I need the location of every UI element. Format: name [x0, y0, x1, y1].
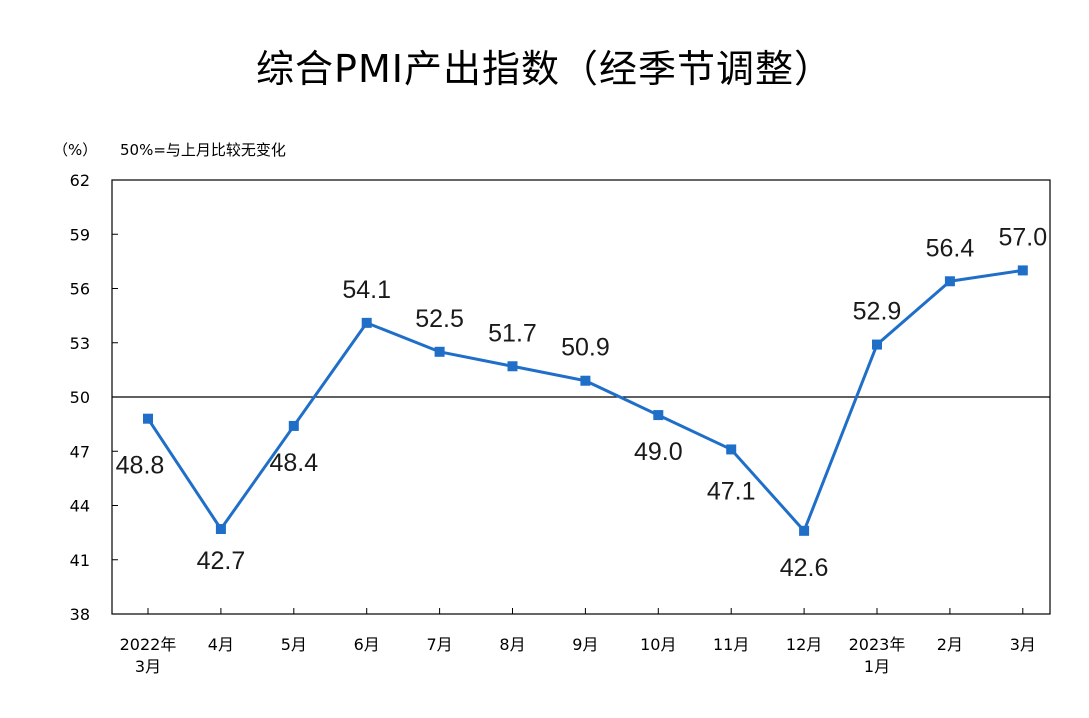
data-point [653, 410, 664, 421]
data-point [434, 346, 445, 357]
series-layer [143, 265, 1028, 536]
data-label: 54.1 [342, 276, 391, 304]
data-point [944, 276, 955, 287]
x-tick-label: 3月 [135, 657, 161, 676]
x-tick-label: 12月 [786, 635, 822, 654]
y-tick-label: 62 [70, 171, 90, 190]
data-label: 57.0 [998, 223, 1047, 251]
y-tick-label: 50 [70, 388, 90, 407]
x-tick-label: 1月 [864, 657, 890, 676]
data-point [361, 317, 372, 328]
y-tick-label: 47 [70, 442, 90, 461]
data-label: 52.9 [853, 298, 902, 326]
y-tick-label: 53 [70, 334, 90, 353]
data-label: 49.0 [634, 438, 683, 466]
x-tick-label: 5月 [281, 635, 307, 654]
y-tick-label: 44 [70, 497, 90, 516]
x-tick-label: 2023年 [849, 635, 906, 654]
x-tick-label: 2月 [937, 635, 963, 654]
data-point [143, 413, 153, 424]
data-label: 51.7 [488, 319, 537, 347]
data-label: 52.5 [415, 305, 464, 333]
chart-title: 综合PMI产出指数（经季节调整） [256, 47, 833, 91]
data-point [1017, 265, 1028, 276]
axis-layer: 38 41 44 47 50 53 56 59 62 2022年 3月 4月 5月 6月 7月 8月 9月 10月… [53, 141, 1051, 676]
reference-note-label: 50%=与上月比较无变化 [120, 141, 286, 159]
data-label: 48.8 [116, 452, 165, 480]
data-label: 42.6 [780, 554, 829, 582]
data-label: 56.4 [926, 234, 975, 262]
y-axis-unit-label: （%） [53, 141, 97, 159]
x-tick-label: 2022年 [120, 635, 177, 654]
data-point [580, 375, 591, 386]
x-tick-label: 4月 [208, 635, 234, 654]
x-tick-label: 6月 [354, 635, 380, 654]
data-point [726, 444, 737, 455]
y-tick-label: 59 [70, 225, 90, 244]
data-point [507, 361, 518, 372]
data-label: 50.9 [561, 334, 610, 362]
data-point [799, 525, 810, 536]
x-tick-label: 11月 [713, 635, 749, 654]
y-tick-label: 41 [70, 551, 90, 570]
x-tick-label: 9月 [572, 635, 598, 654]
x-tick-label: 10月 [640, 635, 676, 654]
x-tick-label: 8月 [499, 635, 525, 654]
data-point [288, 420, 299, 431]
x-tick-label: 3月 [1010, 635, 1036, 654]
data-label: 47.1 [707, 477, 756, 505]
data-label: 42.7 [197, 547, 246, 575]
y-tick-label: 38 [70, 605, 90, 624]
x-tick-label: 7月 [427, 635, 453, 654]
data-point [872, 339, 882, 350]
data-point [215, 524, 226, 535]
data-label: 48.4 [269, 449, 318, 477]
y-tick-label: 56 [70, 280, 90, 299]
label-layer: 48.8 42.7 48.4 54.1 52.5 51.7 50.9 49.0 47.1 42.6… [116, 223, 1047, 581]
